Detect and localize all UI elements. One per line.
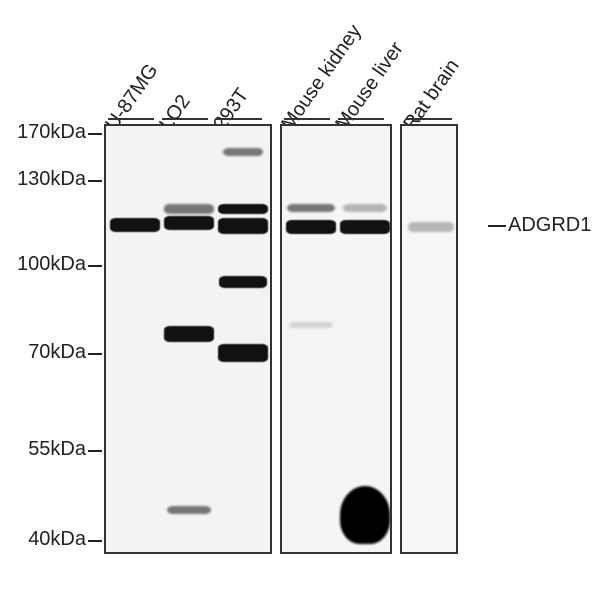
- band: [340, 220, 390, 234]
- band: [110, 218, 160, 232]
- band: [218, 344, 268, 362]
- lane: [406, 126, 456, 552]
- mw-tick: [88, 265, 102, 267]
- lane: [218, 126, 268, 552]
- mw-tick: [88, 540, 102, 542]
- band: [340, 486, 390, 544]
- lane: [164, 126, 214, 552]
- lane: [286, 126, 336, 552]
- lane-underline: [338, 118, 384, 120]
- protein-label-tick: [488, 225, 506, 227]
- mw-label: 170kDa: [2, 121, 86, 144]
- band: [164, 216, 214, 230]
- blot-figure: 170kDa130kDa100kDa70kDa55kDa40kDa U-87MG…: [0, 0, 592, 608]
- band: [408, 222, 454, 232]
- lane-underline: [162, 118, 208, 120]
- mw-label: 130kDa: [2, 168, 86, 191]
- band: [218, 218, 268, 234]
- panel-2: [280, 124, 392, 554]
- mw-tick: [88, 180, 102, 182]
- band: [289, 322, 333, 328]
- band: [218, 204, 268, 214]
- lane-underline: [406, 118, 452, 120]
- mw-tick: [88, 353, 102, 355]
- mw-label: 55kDa: [2, 438, 86, 461]
- lane-underline: [108, 118, 154, 120]
- panel-1: [104, 124, 272, 554]
- panel-3: [400, 124, 458, 554]
- band: [287, 204, 335, 212]
- protein-label: ADGRD1: [508, 214, 591, 237]
- band: [164, 204, 214, 214]
- band: [223, 148, 263, 156]
- mw-label: 70kDa: [2, 341, 86, 364]
- mw-tick: [88, 450, 102, 452]
- band: [167, 506, 211, 514]
- lane-underline: [284, 118, 330, 120]
- lane: [340, 126, 390, 552]
- lane-underline: [216, 118, 262, 120]
- mw-tick: [88, 133, 102, 135]
- band: [219, 276, 267, 288]
- lane: [110, 126, 160, 552]
- band: [343, 204, 387, 212]
- band: [286, 220, 336, 234]
- band: [164, 326, 214, 342]
- mw-label: 100kDa: [2, 253, 86, 276]
- mw-label: 40kDa: [2, 528, 86, 551]
